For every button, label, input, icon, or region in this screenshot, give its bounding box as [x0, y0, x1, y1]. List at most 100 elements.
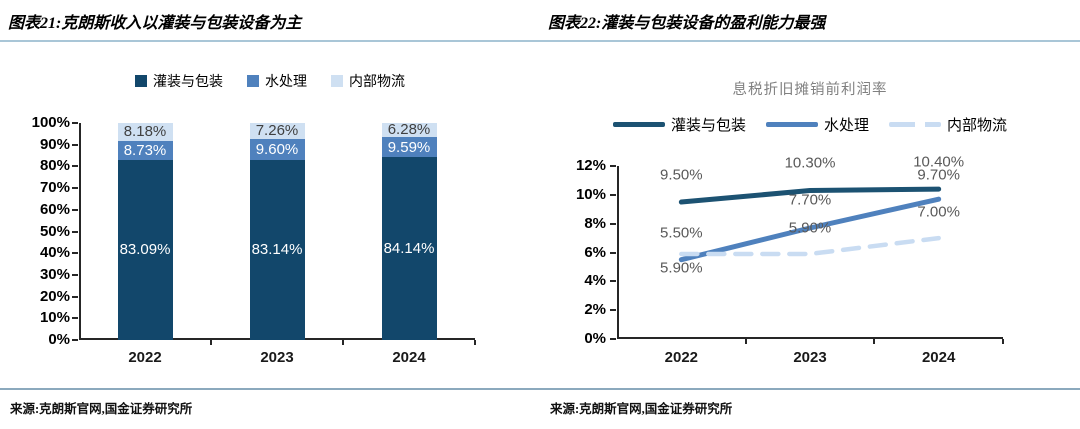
y-axis-tick-mark: [610, 338, 616, 340]
y-axis-tick-mark: [72, 208, 78, 211]
bar-column: 83.09% 8.73% 8.18%: [117, 123, 173, 340]
bar-segment: 9.60%: [249, 138, 305, 160]
line-data-label: 9.70%: [917, 166, 960, 184]
bar-segment: 83.14%: [249, 159, 305, 340]
line-series-canvas: [678, 186, 942, 263]
line-chart-legend: 灌装与包装 水处理 内部物流: [570, 114, 1050, 135]
y-axis-tick-label: 30%: [39, 265, 70, 283]
legend-label: 灌装与包装: [670, 118, 746, 134]
line-data-label: 10.30%: [784, 154, 836, 171]
y-axis-tick-label: 12%: [575, 157, 606, 174]
legend-line-water-treatment: [765, 122, 818, 127]
legend-swatch-intralogistics: [331, 75, 343, 87]
legend-item: 内部物流: [331, 71, 405, 91]
legend-item: 水处理: [247, 71, 307, 91]
y-axis-tick-mark: [610, 165, 616, 167]
bar-value-label: 7.26%: [255, 122, 299, 140]
y-axis-tick-mark: [72, 252, 78, 255]
y-axis-tick-mark: [72, 317, 78, 320]
bar-segment: 7.26%: [249, 122, 305, 140]
line-chart-subtitle: 息税折旧摊销前利润率: [732, 82, 888, 98]
y-axis-tick-label: 6%: [584, 243, 606, 261]
x-axis-label: 2022: [128, 349, 162, 366]
bar-segment: 9.59%: [381, 136, 437, 158]
x-axis-label: 2022: [664, 349, 699, 366]
legend-label: 内部物流: [947, 118, 1008, 134]
bar-segment: 8.73%: [117, 140, 173, 160]
legend-label: 水处理: [265, 75, 307, 90]
line-series: [678, 196, 942, 263]
source-note: 来源:克朗斯官网,国金证券研究所: [10, 402, 193, 416]
figure-22-panel: 图表22:灌装与包装设备的盈利能力最强 息税折旧摊销前利润率 灌装与包装 水处理…: [540, 0, 1080, 429]
legend-line-filling-packaging: [612, 122, 665, 127]
x-axis-label: 2024: [921, 349, 956, 366]
legend-label: 水处理: [823, 118, 869, 134]
x-axis-tick-mark: [342, 340, 344, 345]
y-axis-tick-mark: [610, 222, 616, 225]
y-axis-tick-label: 10%: [39, 309, 70, 327]
y-axis-tick-label: 10%: [575, 185, 606, 203]
legend-label: 灌装与包装: [153, 75, 223, 90]
y-axis-tick-mark: [72, 339, 78, 341]
legend-label: 内部物流: [349, 75, 405, 90]
line-data-label: 10.40%: [913, 153, 965, 171]
figure-21-title: 图表21:克朗斯收入以灌装与包装设备为主: [8, 15, 302, 32]
line-chart-plot-area: [617, 166, 1003, 339]
bar-value-label: 83.09%: [119, 241, 171, 259]
bar-value-label: 9.60%: [255, 140, 299, 158]
x-axis-label: 2023: [260, 349, 294, 366]
legend-item: 灌装与包装: [135, 71, 223, 91]
line-series: [678, 186, 942, 205]
x-axis-tick-mark: [474, 340, 476, 345]
y-axis-tick-mark: [72, 295, 78, 298]
line-data-label: 5.90%: [660, 259, 703, 277]
y-axis-tick-mark: [610, 280, 616, 283]
y-axis-tick-label: 70%: [39, 179, 70, 197]
y-axis-tick-label: 60%: [39, 200, 70, 218]
bar-value-label: 83.14%: [251, 241, 303, 259]
bar-value-label: 6.28%: [387, 121, 431, 139]
legend-item: 水处理: [765, 114, 869, 135]
legend-swatch-filling-packaging: [135, 75, 147, 87]
bar-value-label: 8.18%: [123, 123, 167, 141]
y-axis-tick-label: 90%: [39, 135, 70, 153]
legend-item: 内部物流: [889, 114, 1007, 135]
y-axis-tick-label: 20%: [39, 287, 70, 305]
line-data-label: 7.00%: [917, 203, 960, 221]
x-axis-label: 2024: [392, 349, 426, 366]
y-axis-tick-label: 4%: [584, 272, 606, 290]
y-axis-tick-label: 2%: [584, 301, 606, 319]
y-axis-tick-mark: [72, 165, 78, 168]
bar-segment: 84.14%: [381, 157, 437, 340]
y-axis-tick-label: 80%: [39, 157, 70, 175]
bar-segment: 6.28%: [381, 121, 437, 139]
x-axis-tick-mark: [873, 339, 876, 344]
bar-value-label: 84.14%: [383, 240, 435, 258]
y-axis-tick-label: 50%: [39, 222, 70, 240]
y-axis-tick-label: 100%: [31, 114, 70, 131]
x-axis-tick-mark: [1002, 339, 1004, 344]
y-axis-tick-mark: [72, 187, 78, 190]
source-note: 来源:克朗斯官网,国金证券研究所: [550, 402, 733, 416]
title-underline: [0, 40, 1080, 42]
line-data-label: 5.90%: [788, 219, 832, 237]
y-axis-tick-mark: [72, 143, 78, 146]
line-series: [679, 235, 941, 257]
legend-item: 灌装与包装: [612, 114, 746, 135]
bar-segment: 83.09%: [117, 159, 173, 340]
line-data-label: 7.70%: [788, 191, 832, 209]
bar-value-label: 8.73%: [123, 141, 167, 159]
y-axis-tick-label: 40%: [39, 244, 70, 262]
y-axis-tick-label: 0%: [584, 330, 606, 347]
line-data-label: 5.50%: [660, 224, 703, 242]
y-axis-tick-label: 8%: [584, 214, 606, 232]
y-axis-tick-label: 0%: [48, 331, 70, 348]
footer-divider: [0, 388, 1080, 390]
y-axis-tick-mark: [610, 251, 616, 254]
x-axis-tick-mark: [744, 339, 747, 344]
x-axis-label: 2023: [793, 349, 827, 366]
y-axis-tick-mark: [610, 193, 616, 196]
bar-value-label: 9.59%: [387, 138, 431, 156]
x-axis-tick-mark: [210, 340, 212, 345]
